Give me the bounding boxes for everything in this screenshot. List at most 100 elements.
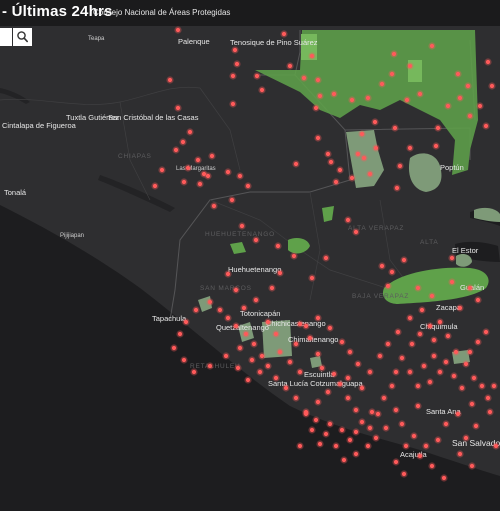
fire-point[interactable] bbox=[455, 71, 461, 77]
fire-point[interactable] bbox=[443, 421, 449, 427]
fire-point[interactable] bbox=[457, 451, 463, 457]
fire-point[interactable] bbox=[477, 103, 483, 109]
fire-point[interactable] bbox=[249, 357, 255, 363]
fire-point[interactable] bbox=[217, 307, 223, 313]
fire-point[interactable] bbox=[339, 427, 345, 433]
fire-point[interactable] bbox=[365, 95, 371, 101]
fire-point[interactable] bbox=[307, 335, 313, 341]
fire-point[interactable] bbox=[431, 337, 437, 343]
fire-point[interactable] bbox=[379, 263, 385, 269]
fire-point[interactable] bbox=[253, 297, 259, 303]
fire-point[interactable] bbox=[259, 87, 265, 93]
fire-point[interactable] bbox=[427, 379, 433, 385]
fire-point[interactable] bbox=[393, 407, 399, 413]
fire-point[interactable] bbox=[245, 377, 251, 383]
fire-point[interactable] bbox=[297, 443, 303, 449]
fire-point[interactable] bbox=[207, 363, 213, 369]
fire-point[interactable] bbox=[437, 319, 443, 325]
fire-point[interactable] bbox=[459, 385, 465, 391]
fire-point[interactable] bbox=[201, 171, 207, 177]
fire-point[interactable] bbox=[341, 457, 347, 463]
fire-point[interactable] bbox=[389, 269, 395, 275]
fire-point[interactable] bbox=[181, 179, 187, 185]
fire-point[interactable] bbox=[392, 125, 398, 131]
fire-point[interactable] bbox=[333, 179, 339, 185]
fire-point[interactable] bbox=[317, 93, 323, 99]
fire-point[interactable] bbox=[475, 339, 481, 345]
fire-point[interactable] bbox=[313, 417, 319, 423]
fire-point[interactable] bbox=[315, 315, 321, 321]
fire-point[interactable] bbox=[331, 91, 337, 97]
fire-point[interactable] bbox=[415, 383, 421, 389]
fire-point[interactable] bbox=[345, 375, 351, 381]
fire-point[interactable] bbox=[445, 103, 451, 109]
fire-point[interactable] bbox=[293, 341, 299, 347]
fire-point[interactable] bbox=[395, 329, 401, 335]
fire-point[interactable] bbox=[175, 27, 181, 33]
fire-point[interactable] bbox=[293, 395, 299, 401]
fire-point[interactable] bbox=[254, 73, 260, 79]
fire-point[interactable] bbox=[309, 427, 315, 433]
fire-point[interactable] bbox=[347, 349, 353, 355]
fire-point[interactable] bbox=[257, 369, 263, 375]
fire-point[interactable] bbox=[487, 409, 493, 415]
fire-point[interactable] bbox=[449, 255, 455, 261]
fire-point[interactable] bbox=[429, 43, 435, 49]
fire-point[interactable] bbox=[391, 51, 397, 57]
fire-point[interactable] bbox=[467, 113, 473, 119]
fire-point[interactable] bbox=[230, 101, 236, 107]
fire-point[interactable] bbox=[291, 253, 297, 259]
fire-point[interactable] bbox=[315, 77, 321, 83]
fire-point[interactable] bbox=[313, 105, 319, 111]
fire-point[interactable] bbox=[337, 167, 343, 173]
fire-point[interactable] bbox=[297, 321, 303, 327]
fire-point[interactable] bbox=[469, 463, 475, 469]
fire-point[interactable] bbox=[230, 73, 236, 79]
fire-point[interactable] bbox=[207, 299, 213, 305]
fire-point[interactable] bbox=[315, 399, 321, 405]
fire-point[interactable] bbox=[191, 369, 197, 375]
fire-point[interactable] bbox=[394, 185, 400, 191]
fire-point[interactable] bbox=[455, 411, 461, 417]
fire-point[interactable] bbox=[239, 223, 245, 229]
fire-point[interactable] bbox=[229, 197, 235, 203]
fire-point[interactable] bbox=[353, 451, 359, 457]
fire-point[interactable] bbox=[399, 421, 405, 427]
fire-point[interactable] bbox=[234, 61, 240, 67]
fire-point[interactable] bbox=[183, 319, 189, 325]
fire-point[interactable] bbox=[233, 287, 239, 293]
fire-point[interactable] bbox=[451, 373, 457, 379]
fire-point[interactable] bbox=[353, 429, 359, 435]
fire-point[interactable] bbox=[465, 83, 471, 89]
fire-point[interactable] bbox=[253, 237, 259, 243]
fire-point[interactable] bbox=[225, 169, 231, 175]
fire-point[interactable] bbox=[401, 257, 407, 263]
fire-point[interactable] bbox=[433, 143, 439, 149]
fire-point[interactable] bbox=[193, 307, 199, 313]
fire-point[interactable] bbox=[415, 285, 421, 291]
fire-point[interactable] bbox=[349, 97, 355, 103]
fire-point[interactable] bbox=[381, 395, 387, 401]
fire-point[interactable] bbox=[327, 325, 333, 331]
fire-point[interactable] bbox=[177, 331, 183, 337]
fire-point[interactable] bbox=[195, 157, 201, 163]
fire-point[interactable] bbox=[159, 167, 165, 173]
fire-point[interactable] bbox=[361, 155, 367, 161]
fire-point[interactable] bbox=[437, 369, 443, 375]
fire-point[interactable] bbox=[359, 419, 365, 425]
fire-point[interactable] bbox=[319, 365, 325, 371]
fire-point[interactable] bbox=[181, 357, 187, 363]
fire-point[interactable] bbox=[328, 159, 334, 165]
fire-point[interactable] bbox=[389, 71, 395, 77]
fire-point[interactable] bbox=[197, 181, 203, 187]
fire-point[interactable] bbox=[283, 385, 289, 391]
fire-point[interactable] bbox=[175, 105, 181, 111]
fire-point[interactable] bbox=[393, 369, 399, 375]
fire-point[interactable] bbox=[469, 401, 475, 407]
fire-point[interactable] bbox=[277, 349, 283, 355]
fire-point[interactable] bbox=[301, 75, 307, 81]
fire-point[interactable] bbox=[232, 47, 238, 53]
fire-point[interactable] bbox=[269, 285, 275, 291]
fire-point[interactable] bbox=[365, 443, 371, 449]
fire-point[interactable] bbox=[323, 255, 329, 261]
